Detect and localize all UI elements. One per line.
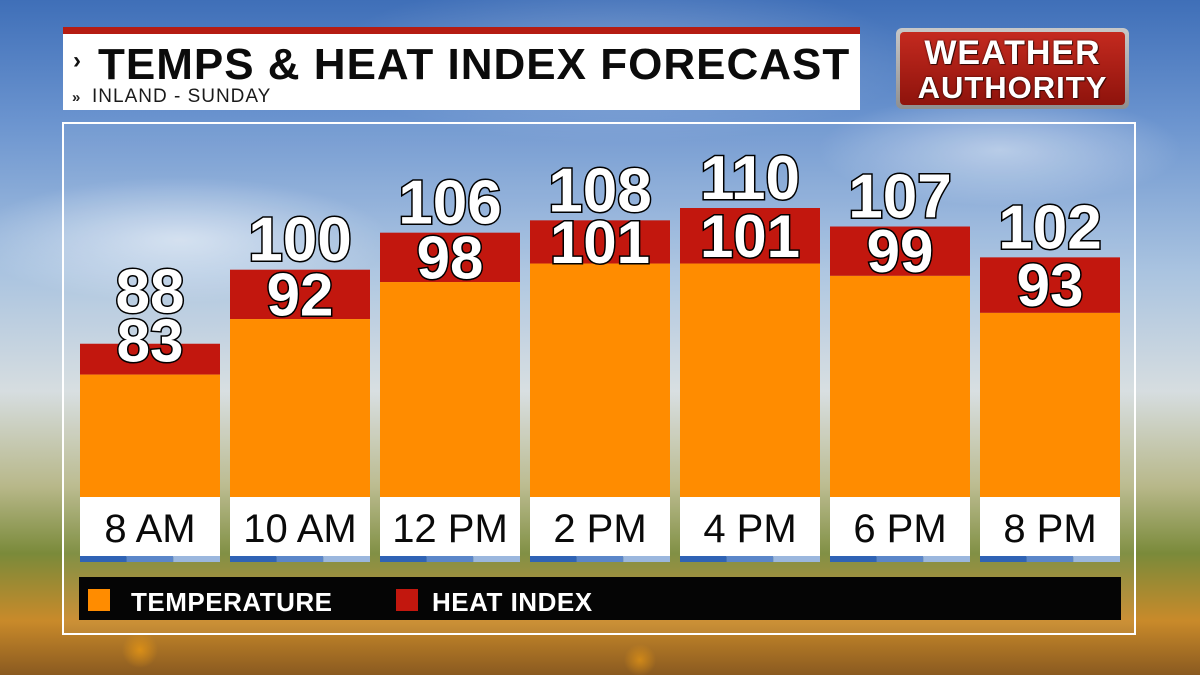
time-tick-strip <box>773 556 820 562</box>
time-label-box <box>830 497 970 557</box>
time-tick-strip <box>1026 556 1074 562</box>
time-tick-strip <box>426 556 474 562</box>
heat-index-value-label: 110 <box>700 144 800 213</box>
title-panel: › TEMPS & HEAT INDEX FORECAST » INLAND -… <box>63 27 860 110</box>
time-label: 6 PM <box>853 507 946 551</box>
weather-authority-logo: WEATHER AUTHORITY <box>896 28 1129 109</box>
time-label: 12 PM <box>392 507 508 551</box>
time-tick-strip <box>80 556 127 562</box>
heat-index-bar <box>230 269 370 320</box>
title-accent-strip <box>63 27 860 34</box>
temperature-bar <box>230 319 370 497</box>
heat-index-value-label: 100 <box>248 206 351 275</box>
heat-index-bar <box>830 226 970 276</box>
logo-line-weather: WEATHER <box>924 34 1101 72</box>
time-tick-strip <box>380 556 427 562</box>
time-tick-strip <box>473 556 520 562</box>
time-tick-strip <box>923 556 970 562</box>
time-tick-strip <box>830 556 877 562</box>
temperature-value-label: 93 <box>1017 252 1084 319</box>
legend-swatch-heat-index <box>396 589 418 611</box>
temperature-value-label: 83 <box>117 308 184 375</box>
time-tick-strip <box>230 556 277 562</box>
time-label: 4 PM <box>703 507 796 551</box>
temperature-value-label: 92 <box>267 261 334 328</box>
temperature-value-label: 101 <box>700 203 800 270</box>
time-label-box <box>230 497 370 557</box>
time-tick-strip <box>726 556 774 562</box>
legend-swatch-temperature <box>88 589 110 611</box>
temperature-value-label: 101 <box>550 209 650 276</box>
time-label: 2 PM <box>553 507 646 551</box>
chevron-right-icon: › <box>73 47 81 74</box>
temperature-value-label: 99 <box>867 218 934 285</box>
time-tick-strip <box>530 556 577 562</box>
heat-index-value-label: 106 <box>398 169 501 238</box>
time-tick-strip <box>126 556 174 562</box>
heat-index-value-label: 108 <box>548 156 651 225</box>
time-tick-strip <box>623 556 670 562</box>
temperature-bar <box>380 282 520 497</box>
temperature-value-label: 98 <box>417 224 484 291</box>
temperature-bar <box>980 312 1120 497</box>
double-chevron-right-icon: » <box>72 89 81 106</box>
time-tick-strip <box>876 556 924 562</box>
page-title: TEMPS & HEAT INDEX FORECAST <box>98 40 851 89</box>
heat-index-value-label: 102 <box>998 193 1101 262</box>
time-tick-strip <box>680 556 727 562</box>
time-label: 10 AM <box>243 507 356 551</box>
time-label-box <box>380 497 520 557</box>
temperature-bar <box>680 263 820 497</box>
heat-index-bar <box>380 232 520 283</box>
legend-label-heat-index: HEAT INDEX <box>432 587 593 617</box>
heat-index-value-label: 88 <box>116 258 185 327</box>
temperature-bar <box>80 374 220 497</box>
heat-index-bar <box>980 257 1120 313</box>
legend: TEMPERATURE HEAT INDEX <box>79 577 1121 620</box>
time-tick-strip <box>980 556 1027 562</box>
time-label-box <box>680 497 820 557</box>
time-label: 8 PM <box>1003 507 1096 551</box>
page-subtitle: INLAND - SUNDAY <box>92 86 272 107</box>
logo-plate: WEATHER AUTHORITY <box>900 32 1125 105</box>
time-label: 8 AM <box>104 507 195 551</box>
time-label-box <box>80 497 220 557</box>
time-tick-strip <box>276 556 324 562</box>
heat-index-bar <box>80 343 220 375</box>
time-tick-strip <box>173 556 220 562</box>
time-tick-strip <box>323 556 370 562</box>
temperature-bar <box>530 263 670 497</box>
heat-index-bar <box>680 208 820 264</box>
time-tick-strip <box>576 556 624 562</box>
time-label-box <box>530 497 670 557</box>
temperature-bar <box>830 275 970 497</box>
time-label-box <box>980 497 1120 557</box>
legend-label-temperature: TEMPERATURE <box>131 587 333 617</box>
heat-index-bar <box>530 220 670 264</box>
logo-line-authority: AUTHORITY <box>917 70 1108 105</box>
time-tick-strip <box>1073 556 1120 562</box>
heat-index-value-label: 107 <box>848 163 951 232</box>
